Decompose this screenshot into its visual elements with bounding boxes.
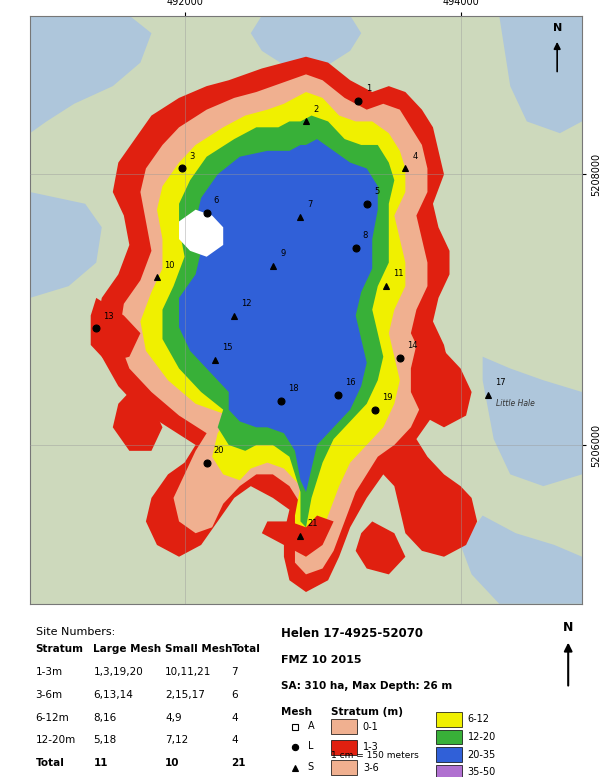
Polygon shape: [163, 116, 394, 528]
Bar: [436, 765, 462, 777]
Text: 2: 2: [313, 105, 319, 113]
Text: 1-3: 1-3: [363, 742, 379, 752]
Polygon shape: [113, 392, 163, 451]
Text: 20-35: 20-35: [468, 750, 496, 760]
Text: Stratum: Stratum: [35, 644, 83, 654]
Text: Mesh: Mesh: [281, 708, 312, 717]
Polygon shape: [251, 380, 301, 427]
Polygon shape: [140, 92, 406, 557]
Bar: [436, 730, 462, 744]
Text: 12: 12: [241, 299, 252, 308]
Text: 3-6m: 3-6m: [35, 690, 62, 700]
Text: Little Hale: Little Hale: [496, 399, 535, 408]
Text: 19: 19: [382, 393, 392, 402]
Polygon shape: [179, 139, 378, 492]
Bar: [331, 720, 358, 734]
Text: 4: 4: [232, 713, 238, 723]
Polygon shape: [356, 521, 406, 574]
Polygon shape: [262, 516, 334, 557]
Text: 12-20: 12-20: [468, 732, 496, 742]
Text: 16: 16: [345, 378, 356, 387]
Text: 17: 17: [496, 378, 506, 387]
Text: 1 cm = 150 meters: 1 cm = 150 meters: [331, 751, 419, 761]
Text: Site Numbers:: Site Numbers:: [35, 626, 115, 636]
Text: L: L: [308, 741, 313, 751]
Text: 12-20m: 12-20m: [35, 735, 76, 745]
Polygon shape: [118, 75, 427, 574]
Text: 6: 6: [232, 690, 238, 700]
Polygon shape: [179, 210, 223, 256]
Text: 10: 10: [165, 758, 180, 768]
Bar: [436, 747, 462, 762]
Text: 1-3m: 1-3m: [35, 667, 62, 677]
Text: 2,15,17: 2,15,17: [165, 690, 205, 700]
Text: S: S: [308, 762, 314, 772]
Bar: [331, 740, 358, 754]
Text: 5,18: 5,18: [94, 735, 117, 745]
Polygon shape: [411, 339, 472, 427]
Polygon shape: [96, 57, 477, 592]
Text: 10: 10: [164, 260, 175, 270]
Text: 21: 21: [308, 520, 318, 528]
Text: Total: Total: [232, 644, 260, 654]
Text: 35-50: 35-50: [468, 767, 496, 777]
Text: Large Mesh: Large Mesh: [94, 644, 161, 654]
Text: 8: 8: [363, 232, 368, 240]
Polygon shape: [251, 16, 361, 75]
Text: 6,13,14: 6,13,14: [94, 690, 133, 700]
Text: 3: 3: [189, 152, 194, 161]
Text: 10,11,21: 10,11,21: [165, 667, 212, 677]
Text: 11: 11: [94, 758, 108, 768]
Text: A: A: [308, 721, 314, 731]
Text: 3-6: 3-6: [363, 763, 379, 773]
Text: SA: 310 ha, Max Depth: 26 m: SA: 310 ha, Max Depth: 26 m: [281, 681, 452, 691]
Text: 8,16: 8,16: [94, 713, 117, 723]
Text: N: N: [553, 23, 562, 33]
Text: 4: 4: [232, 735, 238, 745]
Text: 4: 4: [413, 152, 418, 161]
Polygon shape: [317, 174, 356, 210]
Text: 1: 1: [365, 84, 371, 93]
Text: FMZ 10 2015: FMZ 10 2015: [281, 654, 362, 664]
Bar: [331, 761, 358, 775]
Text: 6-12m: 6-12m: [35, 713, 69, 723]
Polygon shape: [91, 298, 140, 363]
Text: 6: 6: [214, 196, 219, 205]
Polygon shape: [482, 357, 582, 486]
Text: 15: 15: [222, 343, 233, 352]
Text: 14: 14: [407, 341, 418, 350]
Text: 6-12: 6-12: [468, 714, 490, 724]
Text: 13: 13: [103, 312, 114, 321]
Text: 11: 11: [393, 270, 404, 278]
Text: 9: 9: [280, 249, 286, 258]
Polygon shape: [30, 192, 102, 298]
Text: 21: 21: [232, 758, 246, 768]
Text: N: N: [563, 621, 574, 634]
Bar: [436, 712, 462, 726]
Polygon shape: [461, 516, 582, 604]
Polygon shape: [30, 16, 151, 133]
Text: Total: Total: [35, 758, 64, 768]
Text: 4,9: 4,9: [165, 713, 182, 723]
Text: Stratum (m): Stratum (m): [331, 708, 403, 717]
Polygon shape: [499, 16, 582, 133]
Text: 5: 5: [374, 187, 379, 196]
Text: 18: 18: [289, 384, 299, 393]
Text: 0-1: 0-1: [363, 722, 379, 732]
Text: 20: 20: [214, 446, 224, 455]
Text: Small Mesh: Small Mesh: [165, 644, 233, 654]
Text: 7: 7: [308, 200, 313, 209]
Text: 7,12: 7,12: [165, 735, 188, 745]
Text: Helen 17-4925-52070: Helen 17-4925-52070: [281, 626, 423, 639]
Text: 7: 7: [232, 667, 238, 677]
Text: 1,3,19,20: 1,3,19,20: [94, 667, 143, 677]
